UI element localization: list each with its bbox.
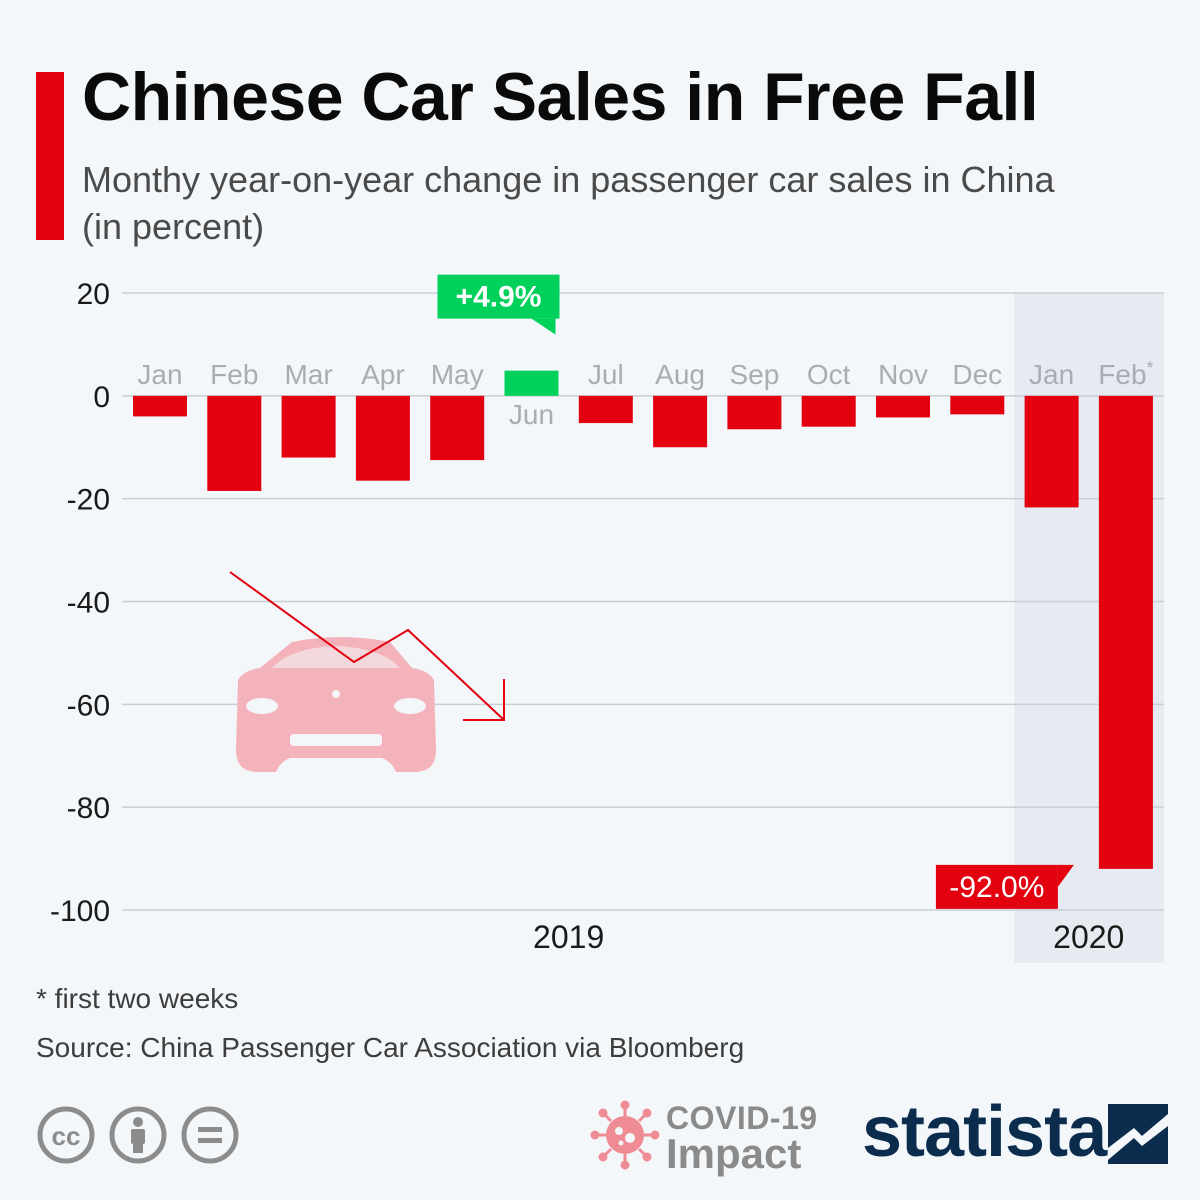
bar	[578, 395, 633, 424]
car-icon	[236, 637, 436, 772]
value-callout: -92.0%	[935, 864, 1074, 909]
page-title: Chinese Car Sales in Free Fall	[82, 59, 1039, 135]
x-tick-label: Jul	[588, 359, 624, 390]
brand-wordmark: statista	[862, 1092, 1107, 1172]
x-tick-label: Feb*	[1098, 358, 1153, 390]
bar	[281, 395, 336, 458]
no-derivatives-icon[interactable]	[181, 1106, 239, 1164]
x-tick-label: Feb	[210, 359, 258, 390]
down-trend-arrow-icon	[229, 571, 505, 721]
x-tick-label: Aug	[655, 359, 705, 390]
license-icons[interactable]: cc	[36, 1105, 242, 1165]
bar	[207, 395, 262, 491]
x-tick-label: Oct	[807, 359, 851, 390]
y-tick-label: 20	[77, 278, 110, 311]
x-tick-label: Jun	[509, 399, 554, 430]
y-tick-label: -100	[50, 895, 110, 928]
x-tick-label: Apr	[361, 359, 405, 390]
y-tick-label: -60	[67, 689, 110, 722]
bar-chart: 20 0 -20 -40 -60 -80 -100 Jan Feb Mar Apr May Jun Ju…	[50, 274, 1164, 963]
x-tick-label: Mar	[284, 359, 332, 390]
y-tick-label: -40	[67, 587, 110, 620]
bar	[653, 395, 708, 448]
x-tick-label: Sep	[729, 359, 779, 390]
cc-icon[interactable]: cc	[37, 1106, 95, 1164]
bar	[430, 395, 485, 461]
bar	[876, 395, 930, 418]
x-tick-label: Jan	[1029, 359, 1074, 390]
y-tick-label: 0	[93, 381, 110, 414]
covid-impact-badge: COVID-19 Impact	[590, 1100, 820, 1177]
bar	[504, 370, 559, 396]
y-tick-label: -20	[67, 484, 110, 517]
year-label: 2019	[533, 919, 604, 955]
value-callout: +4.9%	[437, 274, 560, 335]
x-tick-label: Nov	[878, 359, 928, 390]
title-accent-bar	[36, 72, 64, 240]
bar	[727, 395, 782, 430]
bar	[133, 395, 187, 417]
statista-logo[interactable]: statista	[862, 1092, 1172, 1172]
source-line: Source: China Passenger Car Association …	[36, 1032, 745, 1063]
covid-label: COVID-19	[666, 1100, 818, 1136]
x-tick-label: Dec	[952, 359, 1002, 390]
bar	[355, 395, 410, 481]
x-tick-label: Jan	[137, 359, 182, 390]
chart-subtitle: Monthy year-on-year change in passenger …	[82, 159, 1055, 247]
virus-icon	[590, 1100, 660, 1170]
statista-logo-icon	[1108, 1104, 1168, 1164]
callout-label: +4.9%	[456, 281, 542, 314]
bar	[1098, 395, 1153, 869]
year-label: 2020	[1053, 919, 1124, 955]
car-illustration	[229, 571, 505, 772]
attribution-icon[interactable]	[109, 1106, 167, 1164]
y-tick-label: -80	[67, 792, 110, 825]
bar	[801, 395, 856, 427]
x-tick-label: May	[431, 359, 484, 390]
bar	[1024, 395, 1079, 508]
svg-text:cc: cc	[52, 1121, 81, 1151]
impact-label: Impact	[666, 1130, 802, 1177]
footnote: * first two weeks	[36, 983, 239, 1014]
callout-label: -92.0%	[949, 871, 1044, 904]
bar	[950, 395, 1005, 415]
